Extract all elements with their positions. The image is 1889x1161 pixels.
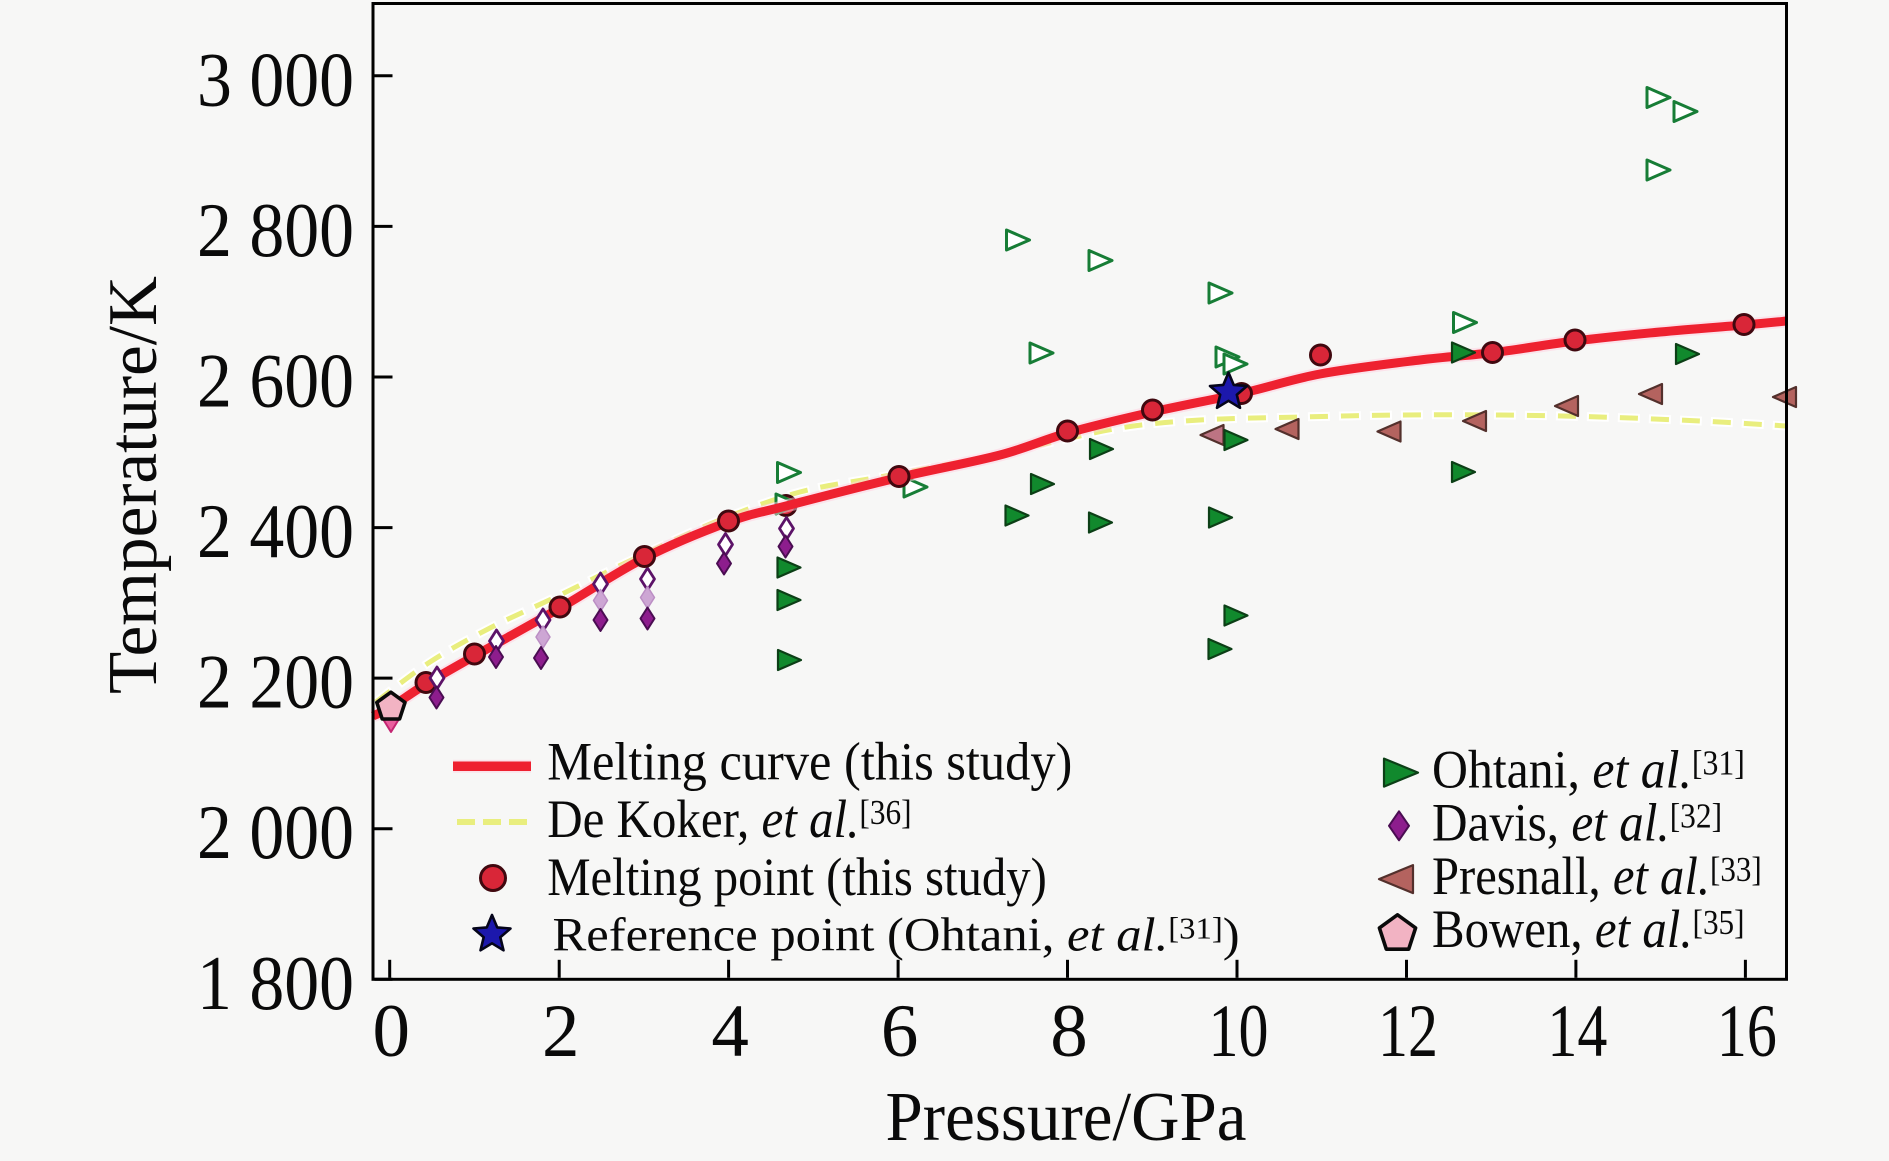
svg-text:Temperature/K: Temperature/K xyxy=(95,276,172,694)
svg-text:Presnall, et al.[33]: Presnall, et al.[33] xyxy=(1432,847,1762,907)
svg-text:De Koker, et al.[36]: De Koker, et al.[36] xyxy=(547,790,911,850)
svg-text:Davis, et al.[32]: Davis, et al.[32] xyxy=(1432,794,1722,854)
svg-text:14: 14 xyxy=(1547,990,1607,1073)
svg-text:0: 0 xyxy=(372,990,410,1073)
svg-text:Reference point (Ohtani, et al: Reference point (Ohtani, et al.[31]) xyxy=(553,907,1240,961)
svg-text:2 600: 2 600 xyxy=(197,338,354,424)
svg-text:Pressure/GPa: Pressure/GPa xyxy=(886,1079,1247,1156)
svg-text:4: 4 xyxy=(711,990,749,1073)
svg-text:2: 2 xyxy=(542,990,580,1073)
svg-text:2 800: 2 800 xyxy=(197,187,354,273)
svg-text:Melting point (this study): Melting point (this study) xyxy=(547,848,1047,908)
svg-text:2 000: 2 000 xyxy=(197,789,354,875)
svg-text:3 000: 3 000 xyxy=(197,36,354,122)
svg-text:12: 12 xyxy=(1378,990,1438,1073)
svg-text:2 400: 2 400 xyxy=(197,488,354,574)
svg-text:2 200: 2 200 xyxy=(197,639,354,725)
svg-text:1 800: 1 800 xyxy=(197,940,354,1026)
svg-text:16: 16 xyxy=(1717,990,1777,1073)
svg-text:8: 8 xyxy=(1050,990,1088,1073)
svg-text:Ohtani, et al.[31]: Ohtani, et al.[31] xyxy=(1432,741,1745,800)
svg-text:6: 6 xyxy=(881,990,919,1073)
svg-text:Melting curve (this study): Melting curve (this study) xyxy=(547,732,1072,792)
svg-text:10: 10 xyxy=(1209,990,1269,1073)
svg-text:Bowen, et al.[35]: Bowen, et al.[35] xyxy=(1432,900,1745,960)
